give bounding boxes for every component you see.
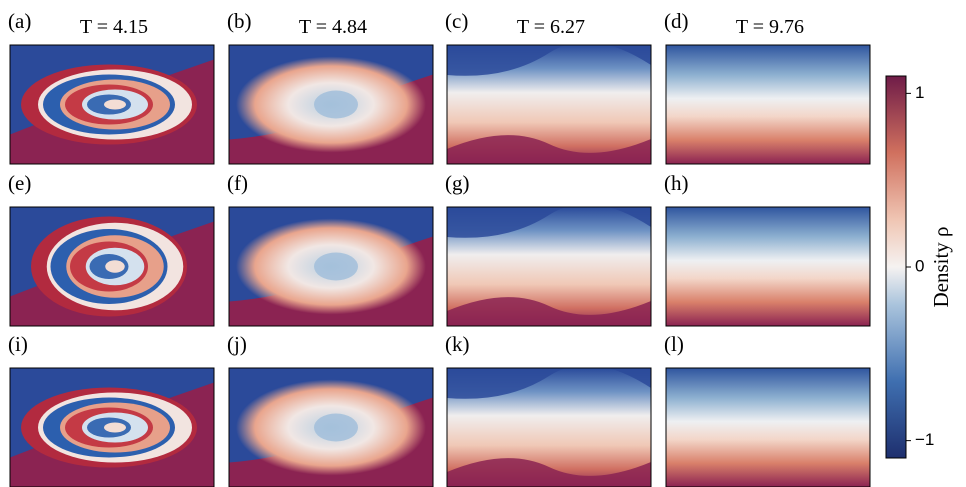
- panel-frame: [446, 367, 652, 487]
- panel-label: (j): [227, 332, 247, 356]
- panel-label: (f): [227, 171, 248, 195]
- colorbar-label: Density ρ: [929, 226, 953, 307]
- panel-title: T = 4.15: [80, 16, 148, 38]
- colorbar-tick-label: −1: [915, 430, 934, 449]
- panel-frame: [446, 44, 652, 165]
- colorbar: [885, 75, 907, 459]
- panel-label: (l): [664, 332, 684, 356]
- density-field: [447, 45, 651, 164]
- vortex-ring: [105, 260, 125, 273]
- panel-label: (k): [445, 332, 470, 356]
- vortex-core: [314, 90, 358, 119]
- colorbar-tick-label: 0: [915, 256, 924, 275]
- density-field: [447, 207, 651, 326]
- panel-label: (c): [445, 9, 468, 33]
- panel-frame: [665, 44, 871, 165]
- panel-label: (a): [8, 9, 31, 33]
- density-field: [447, 368, 651, 487]
- upper-wave: [447, 207, 651, 238]
- panel-label: (e): [8, 171, 31, 195]
- lower-wave: [447, 297, 651, 326]
- vortex-core: [314, 252, 358, 281]
- field-bg: [666, 45, 870, 164]
- panel-title: T = 4.84: [299, 16, 367, 38]
- vortex-core: [314, 413, 358, 442]
- panel-frame: [446, 206, 652, 327]
- lower-wave: [447, 135, 651, 164]
- density-field: [666, 45, 870, 164]
- panel-label: (d): [664, 9, 689, 33]
- panel-frame: [9, 44, 215, 165]
- panel-frame: [228, 367, 434, 487]
- density-field: [666, 207, 870, 326]
- density-field: [229, 45, 433, 164]
- panel-label: (b): [227, 9, 252, 33]
- field-bg: [666, 207, 870, 326]
- panel-label: (g): [445, 171, 470, 195]
- panel-frame: [9, 206, 215, 327]
- panel-frame: [228, 44, 434, 165]
- panel-frame: [228, 206, 434, 327]
- density-field: [666, 368, 870, 487]
- colorbar-tick-label: 1: [915, 83, 924, 102]
- panel-title: T = 6.27: [517, 16, 585, 38]
- panel-frame: [9, 367, 215, 487]
- density-field: [229, 368, 433, 487]
- upper-wave: [447, 45, 651, 76]
- density-field: [10, 207, 214, 326]
- panel-title: T = 9.76: [736, 16, 804, 38]
- density-field: [10, 45, 214, 164]
- vortex-ring: [104, 422, 126, 433]
- density-field: [10, 368, 214, 487]
- panel-label: (h): [664, 171, 689, 195]
- panel-frame: [665, 367, 871, 487]
- upper-wave: [447, 368, 651, 399]
- lower-wave: [447, 458, 651, 487]
- panel-frame: [665, 206, 871, 327]
- density-field: [229, 207, 433, 326]
- vortex-ring: [104, 99, 126, 110]
- panel-label: (i): [8, 332, 28, 356]
- field-bg: [666, 368, 870, 487]
